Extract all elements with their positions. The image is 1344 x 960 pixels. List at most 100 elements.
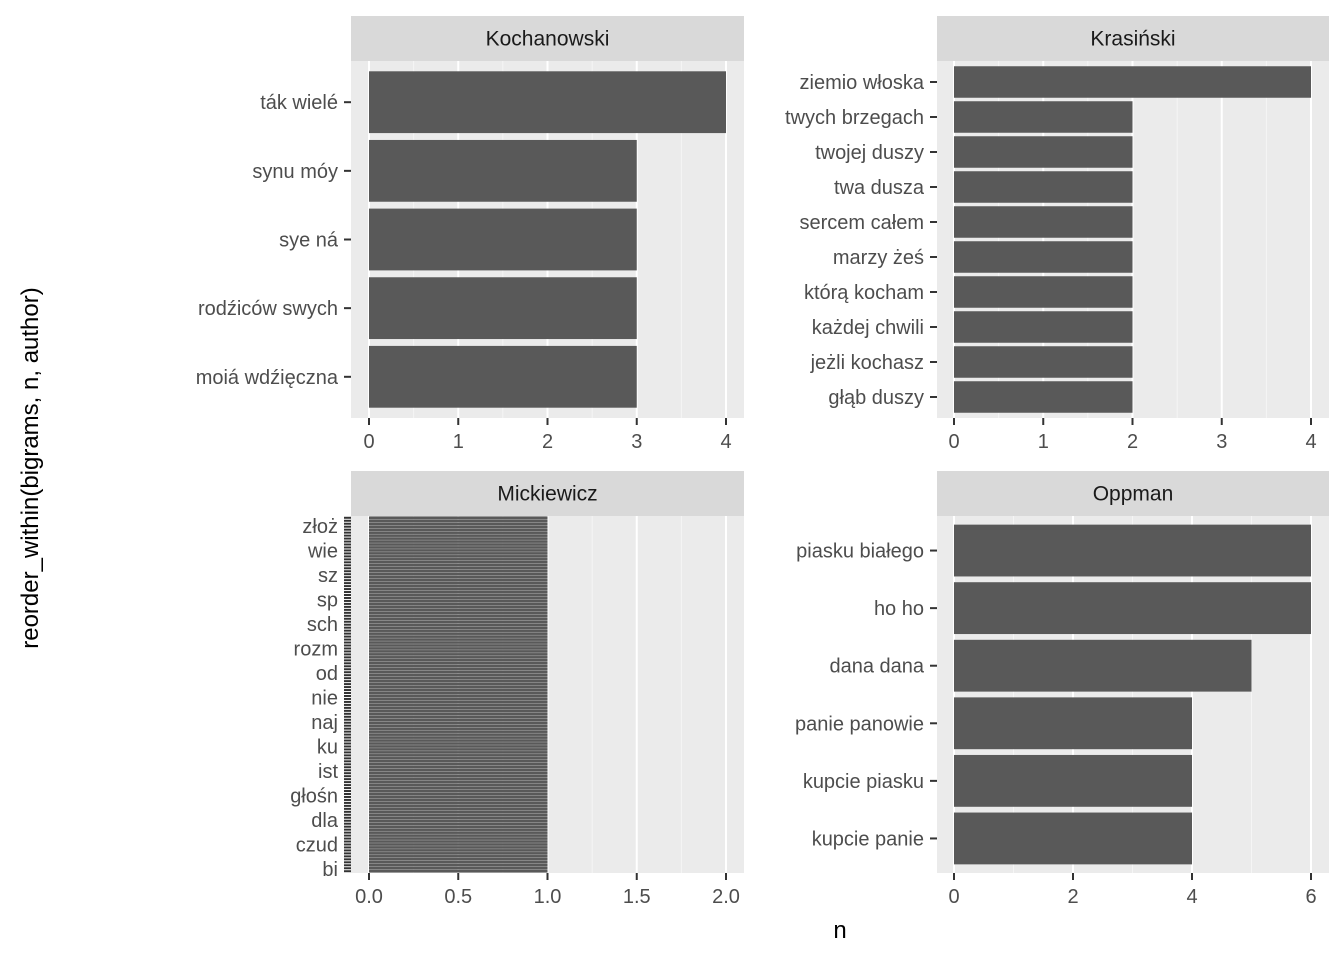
- x-tick-label: 0: [948, 886, 959, 908]
- bar: [369, 641, 548, 644]
- y-tick-label: rozm: [294, 639, 338, 661]
- bar: [369, 700, 548, 704]
- bar: [369, 855, 548, 858]
- bar: [369, 602, 548, 606]
- bar: [369, 807, 548, 811]
- x-tick-label: 3: [1216, 431, 1227, 453]
- y-tick-label: kupcie panie: [812, 828, 924, 850]
- bar: [369, 834, 548, 837]
- bar: [369, 718, 548, 722]
- x-tick-label: 1: [453, 431, 464, 453]
- x-tick-label: 2.0: [712, 886, 740, 908]
- facet-strip-label: Mickiewicz: [497, 483, 597, 506]
- y-tick-label: każdej chwili: [812, 317, 924, 339]
- x-tick-label: 0: [948, 431, 959, 453]
- bar: [369, 682, 548, 686]
- facet-strip-label: Oppman: [1093, 483, 1174, 506]
- bar: [369, 653, 548, 656]
- bar: [369, 659, 548, 662]
- bar: [369, 673, 548, 677]
- bar: [369, 825, 548, 829]
- bar: [369, 816, 548, 820]
- bar: [954, 812, 1192, 865]
- x-axis-title: n: [833, 917, 846, 944]
- x-tick-label: 6: [1305, 886, 1316, 908]
- bar: [369, 555, 548, 558]
- bar: [369, 572, 548, 576]
- bar: [369, 736, 548, 739]
- y-tick-label: złoż: [302, 516, 338, 538]
- bar: [369, 676, 548, 680]
- bar: [369, 614, 548, 618]
- bar: [369, 739, 548, 742]
- bar: [369, 860, 548, 864]
- bar: [369, 519, 548, 523]
- bar: [369, 593, 548, 597]
- bar: [369, 605, 548, 609]
- bar: [369, 581, 548, 585]
- y-tick-label: twa dusza: [834, 177, 925, 199]
- bar: [369, 765, 548, 769]
- bar: [369, 587, 548, 591]
- bar: [369, 846, 548, 849]
- bar: [369, 534, 548, 537]
- y-tick-label: nie: [311, 688, 338, 710]
- bar: [369, 626, 548, 630]
- x-tick-label: 2: [1127, 431, 1138, 453]
- bar: [369, 71, 726, 134]
- bar: [369, 644, 548, 647]
- bar: [369, 771, 548, 775]
- bar: [369, 528, 548, 531]
- bar: [369, 584, 548, 588]
- bar: [369, 748, 548, 751]
- y-tick-label: którą kocham: [804, 282, 924, 304]
- bar: [954, 101, 1133, 133]
- bar: [369, 849, 548, 852]
- y-tick-label: dla: [311, 810, 339, 832]
- bar: [369, 843, 548, 846]
- bar: [369, 852, 548, 855]
- bar: [369, 679, 548, 683]
- bar: [369, 635, 548, 638]
- y-tick-label: od: [316, 663, 338, 685]
- bar: [369, 685, 548, 689]
- bar: [369, 563, 548, 567]
- bar: [369, 724, 548, 728]
- bar: [369, 611, 548, 615]
- y-tick-label: ho ho: [874, 598, 924, 620]
- bar: [369, 709, 548, 713]
- bar: [954, 639, 1252, 692]
- facet-strip: [351, 471, 744, 516]
- bar: [369, 780, 548, 784]
- x-tick-label: 4: [1186, 886, 1197, 908]
- bar: [369, 558, 548, 561]
- y-tick-label: ták wielé: [260, 92, 338, 114]
- bar: [369, 828, 548, 831]
- bar: [369, 596, 548, 600]
- bar: [369, 638, 548, 641]
- bar: [954, 311, 1133, 343]
- y-tick-label: sz: [318, 565, 338, 587]
- bar: [369, 617, 548, 621]
- y-tick-label: moiá wdźięczna: [196, 367, 339, 389]
- bar: [369, 697, 548, 701]
- bar: [369, 670, 548, 674]
- bar: [369, 804, 548, 808]
- x-tick-label: 1.5: [623, 886, 651, 908]
- y-tick-label: twojej duszy: [815, 142, 924, 164]
- bar: [369, 727, 548, 730]
- bar: [369, 721, 548, 725]
- x-tick-label: 3: [631, 431, 642, 453]
- bar: [954, 276, 1133, 308]
- bar: [369, 661, 548, 665]
- bar: [369, 757, 548, 760]
- bar: [369, 759, 548, 763]
- bar: [369, 688, 548, 692]
- facet-strip-label: Krasiński: [1090, 28, 1175, 51]
- y-tick-label: dana dana: [829, 656, 924, 678]
- bar: [369, 789, 548, 793]
- bar: [369, 768, 548, 772]
- bar: [369, 754, 548, 757]
- y-tick-label: ku: [317, 737, 338, 759]
